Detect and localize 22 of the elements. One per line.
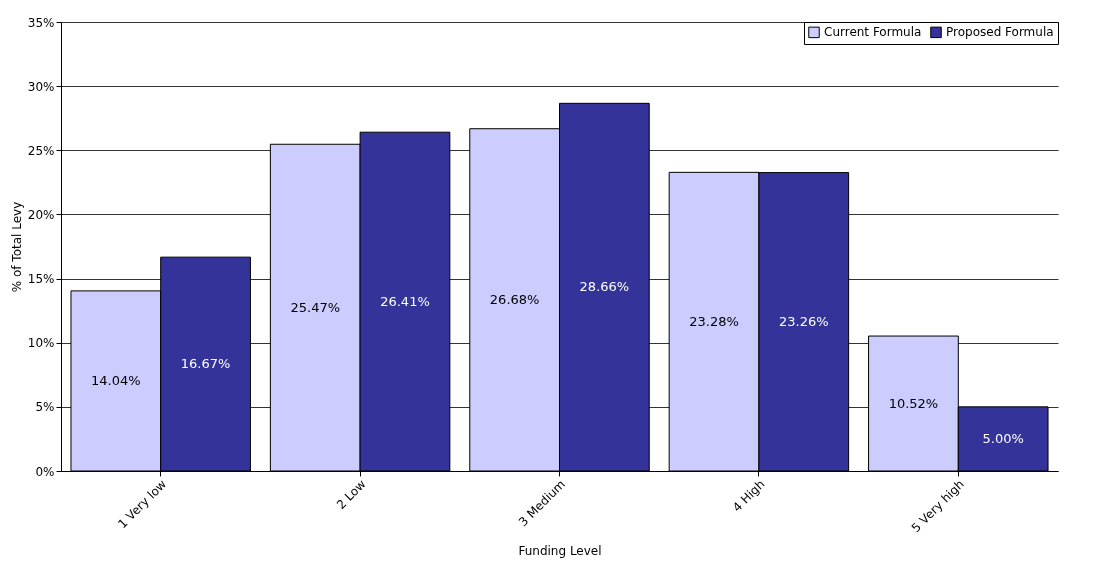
y-axis-title: % of Total Levy [9,201,24,293]
data-label: 16.67% [180,356,231,372]
legend-label: Proposed Formula [946,25,1054,40]
y-tick-label: 30% [27,79,55,94]
data-label: 26.68% [489,291,540,307]
data-label: 28.66% [579,279,630,295]
data-label: 14.04% [91,372,141,388]
data-label: 10.52% [888,395,939,411]
data-label: 23.28% [689,313,739,329]
x-axis-title: Funding Level [518,544,602,559]
y-tick-label: 10% [27,336,55,351]
y-tick-label: 20% [27,207,55,222]
y-tick-label: 35% [27,15,55,30]
data-label: 26.41% [380,293,430,309]
y-tick-label: 5% [35,400,55,415]
data-label: 25.47% [290,299,341,315]
data-label: 5.00% [982,430,1024,446]
y-tick-label: 15% [27,272,55,287]
data-label: 23.26% [778,313,829,329]
y-tick-label: 0% [35,464,55,479]
legend-label: Current Formula [824,25,922,40]
y-tick-label: 25% [27,143,55,158]
